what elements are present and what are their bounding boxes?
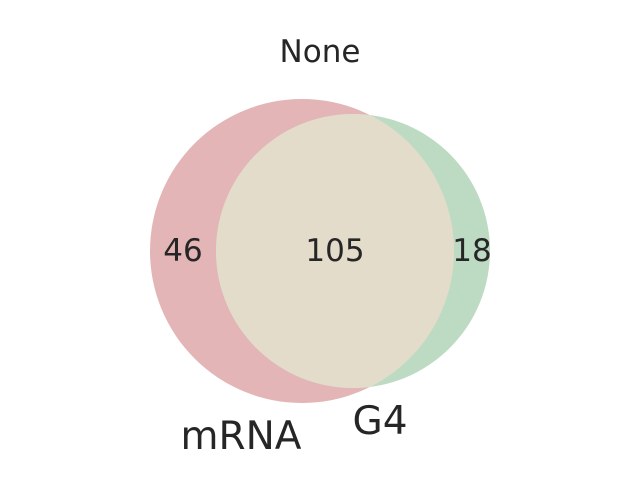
intersection-count: 105 <box>305 233 364 269</box>
mrna-only-count: 46 <box>163 233 202 269</box>
diagram-title: None <box>280 34 361 70</box>
intersection-region <box>216 114 454 388</box>
g4-set-label: G4 <box>352 399 407 444</box>
g4-only-count: 18 <box>452 233 491 269</box>
mrna-set-label: mRNA <box>181 414 302 459</box>
